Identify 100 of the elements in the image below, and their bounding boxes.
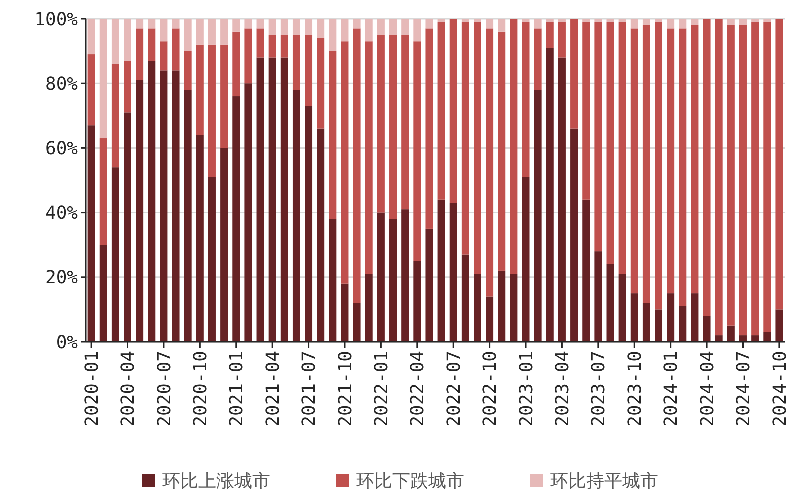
bar: [353, 19, 361, 29]
bar: [546, 22, 554, 48]
bar: [341, 19, 349, 42]
bar: [88, 126, 96, 342]
y-tick-label: 20%: [45, 268, 78, 289]
bar: [280, 19, 288, 36]
bar: [764, 332, 772, 342]
bar: [329, 19, 337, 52]
bar: [498, 32, 506, 271]
bar: [679, 28, 687, 306]
bar: [329, 51, 337, 220]
bar: [727, 25, 735, 326]
bar: [703, 316, 711, 342]
bar: [124, 19, 132, 61]
bar: [703, 19, 711, 316]
bar: [88, 19, 96, 55]
x-tick-label: 2021-04: [262, 351, 284, 427]
bar: [630, 19, 638, 29]
bar: [752, 336, 760, 342]
bar: [390, 19, 397, 36]
bar: [498, 270, 506, 342]
bar: [244, 19, 252, 29]
bar: [196, 44, 204, 136]
bar: [534, 28, 542, 90]
bar: [172, 28, 180, 71]
bar: [630, 28, 638, 294]
bar: [317, 19, 325, 38]
bar: [642, 19, 650, 26]
bar: [208, 44, 216, 178]
bar: [606, 264, 614, 342]
x-tick-label: 2021-01: [226, 351, 248, 427]
bar: [642, 303, 650, 342]
x-tick-label: 2022-10: [480, 351, 502, 427]
x-tick-label: 2024-07: [734, 351, 755, 427]
bar: [486, 296, 494, 342]
bar: [655, 310, 663, 342]
bar: [377, 35, 385, 213]
bar: [305, 35, 313, 106]
bar: [256, 28, 264, 58]
bar: [100, 19, 108, 139]
bar: [414, 261, 422, 342]
bar: [558, 22, 566, 58]
bar: [244, 28, 252, 84]
bar: [402, 210, 410, 342]
bar: [414, 19, 422, 42]
bar: [377, 19, 385, 36]
bar: [655, 22, 663, 310]
bar: [727, 19, 735, 26]
bar: [280, 35, 288, 58]
bar: [426, 19, 434, 29]
bar: [184, 51, 192, 90]
bar: [148, 19, 156, 29]
bar: [570, 128, 578, 342]
bar: [390, 35, 397, 220]
bar: [184, 90, 192, 342]
bar: [582, 22, 590, 200]
x-tick-label: 2020-10: [190, 351, 212, 427]
x-tick-label: 2022-01: [371, 351, 392, 427]
bar: [280, 58, 288, 342]
bar: [558, 58, 566, 342]
bar: [317, 128, 325, 342]
bar: [426, 228, 434, 342]
bar: [740, 336, 747, 342]
bar: [546, 48, 554, 342]
bar: [184, 19, 192, 52]
bar: [292, 90, 300, 342]
bar: [196, 135, 204, 342]
bar: [100, 138, 108, 246]
bar: [522, 177, 530, 342]
bar: [570, 19, 578, 129]
bar: [136, 28, 144, 80]
bar: [329, 219, 337, 342]
bar: [618, 19, 626, 22]
bar: [776, 19, 784, 310]
bar: [618, 274, 626, 342]
bar: [220, 148, 228, 342]
bar: [667, 28, 675, 294]
bar: [292, 35, 300, 90]
bar: [148, 28, 156, 61]
y-tick-label: 80%: [45, 74, 78, 95]
legend-label: 环比持平城市: [550, 471, 658, 492]
bar: [462, 254, 470, 342]
bar: [160, 42, 168, 71]
bar: [606, 22, 614, 264]
bar: [486, 19, 494, 29]
x-tick-label: 2024-01: [661, 351, 682, 427]
legend-label: 环比下跌城市: [356, 471, 464, 492]
bar: [244, 84, 252, 342]
y-tick-label: 100%: [34, 9, 78, 30]
bar: [740, 19, 747, 26]
bar: [317, 38, 325, 129]
x-tick-label: 2022-07: [444, 351, 465, 427]
bar: [232, 32, 240, 97]
bar: [752, 22, 760, 336]
bar: [172, 70, 180, 342]
bar: [112, 19, 120, 64]
bar: [268, 35, 276, 58]
bar: [268, 58, 276, 342]
bar: [594, 22, 602, 252]
bar: [438, 22, 446, 200]
